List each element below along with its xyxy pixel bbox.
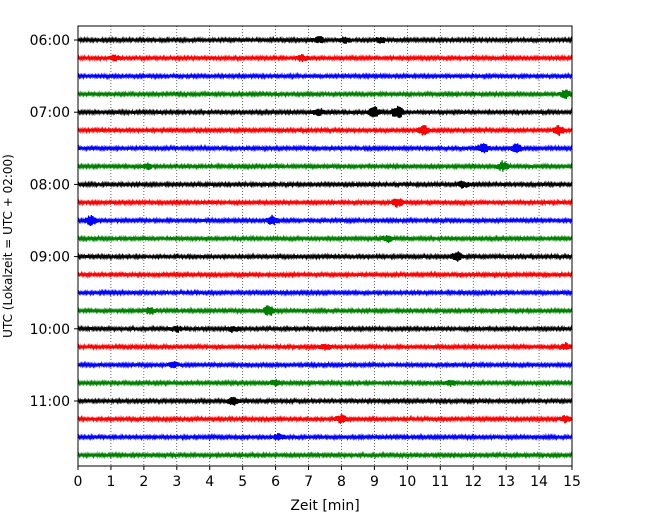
trace-18 [77,360,573,370]
x-tick-label: 2 [139,474,148,490]
x-tick-label: 1 [106,474,115,490]
y-tick-label: 07:00 [30,105,70,121]
trace-10 [77,214,573,227]
x-tick-label: 4 [205,474,214,490]
y-tick-label: 08:00 [30,177,70,193]
x-tick-label: 7 [304,474,313,490]
trace-17 [77,342,573,352]
trace-1 [77,53,573,63]
trace-7 [77,160,573,172]
x-tick-label: 11 [431,474,449,490]
x-axis-label: Zeit [min] [290,498,359,514]
x-tick-label: 13 [497,474,515,490]
trace-9 [77,198,573,208]
x-tick-label: 6 [271,474,280,490]
trace-15 [77,305,573,316]
trace-22 [77,432,573,442]
x-tick-label: 0 [74,474,83,490]
trace-6 [77,143,573,154]
x-tick-label: 14 [530,474,548,490]
trace-3 [77,89,573,99]
x-tick-label: 3 [172,474,181,490]
trace-5 [77,125,573,137]
trace-16 [77,324,573,334]
trace-23 [77,450,573,460]
trace-12 [77,251,573,262]
x-tick-label: 9 [370,474,379,490]
y-tick-label: 09:00 [30,250,70,266]
x-tick-label: 15 [563,474,581,490]
x-tick-label: 12 [464,474,482,490]
trace-21 [77,413,573,424]
trace-2 [77,71,573,81]
trace-13 [77,270,573,279]
x-axis-ticks: 0 1 2 3 4 5 6 7 8 9 10 11 12 13 14 15 [74,466,581,490]
trace-0 [77,35,573,45]
trace-19 [77,378,573,388]
y-tick-label: 11:00 [30,394,70,410]
x-tick-label: 10 [398,474,416,490]
y-axis-ticks: 06:00 07:00 08:00 09:00 10:00 11:00 [30,33,78,410]
plot-area [78,26,572,466]
trace-layer [77,35,573,460]
y-tick-label: 06:00 [30,33,70,49]
trace-11 [77,234,573,243]
plot-frame [77,25,573,467]
y-axis-label: UTC (Lokalzeit = UTC + 02:00) [1,154,15,338]
grid-layer [110,26,540,466]
trace-8 [77,180,573,189]
trace-20 [77,396,573,406]
trace-4 [77,105,573,119]
trace-14 [77,288,573,298]
x-tick-label: 5 [238,474,247,490]
x-tick-label: 8 [337,474,346,490]
y-tick-label: 10:00 [30,322,70,338]
